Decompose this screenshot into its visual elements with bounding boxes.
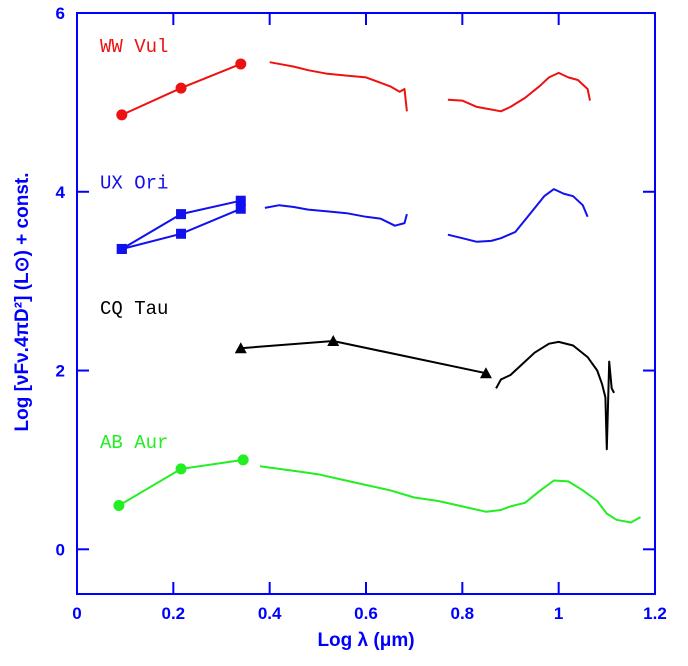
y-tick-label: 4 <box>56 183 66 202</box>
x-tick-label: 1 <box>554 604 563 623</box>
star-label: WW Vul <box>100 36 168 58</box>
marker <box>237 454 249 466</box>
marker <box>176 228 187 239</box>
photometry-line <box>240 339 487 375</box>
x-tick-label: 0.4 <box>258 604 282 623</box>
spectrum-line <box>264 188 589 243</box>
x-tick-label: 1.2 <box>643 604 667 623</box>
marker <box>235 195 246 206</box>
y-tick-label: 0 <box>56 540 65 559</box>
marker <box>235 203 246 214</box>
y-axis-label: Log [νFν.4πD²] (L⊙) + const. <box>12 173 33 432</box>
spectrum-line <box>259 465 641 524</box>
spectrum-line <box>495 340 615 451</box>
photometry-line <box>121 199 242 250</box>
x-tick-label: 0.6 <box>354 604 378 623</box>
star-label: AB Aur <box>100 432 168 454</box>
x-tick-label: 0.8 <box>451 604 475 623</box>
marker <box>176 209 187 220</box>
marker <box>113 500 125 512</box>
marker <box>234 342 247 354</box>
marker <box>116 109 128 121</box>
marker <box>479 367 492 379</box>
spectrum-line <box>269 61 591 113</box>
y-tick-label: 2 <box>56 362 65 381</box>
marker <box>175 82 187 94</box>
star-label: UX Ori <box>100 173 168 195</box>
y-tick-label: 6 <box>56 4 65 23</box>
marker <box>116 243 127 254</box>
marker <box>235 58 247 70</box>
x-tick-label: 0.2 <box>162 604 186 623</box>
x-tick-label: 0 <box>72 604 81 623</box>
marker <box>175 463 187 475</box>
x-axis-label: Log λ (μm) <box>317 630 414 651</box>
marker <box>327 335 340 347</box>
star-label: CQ Tau <box>100 298 168 320</box>
